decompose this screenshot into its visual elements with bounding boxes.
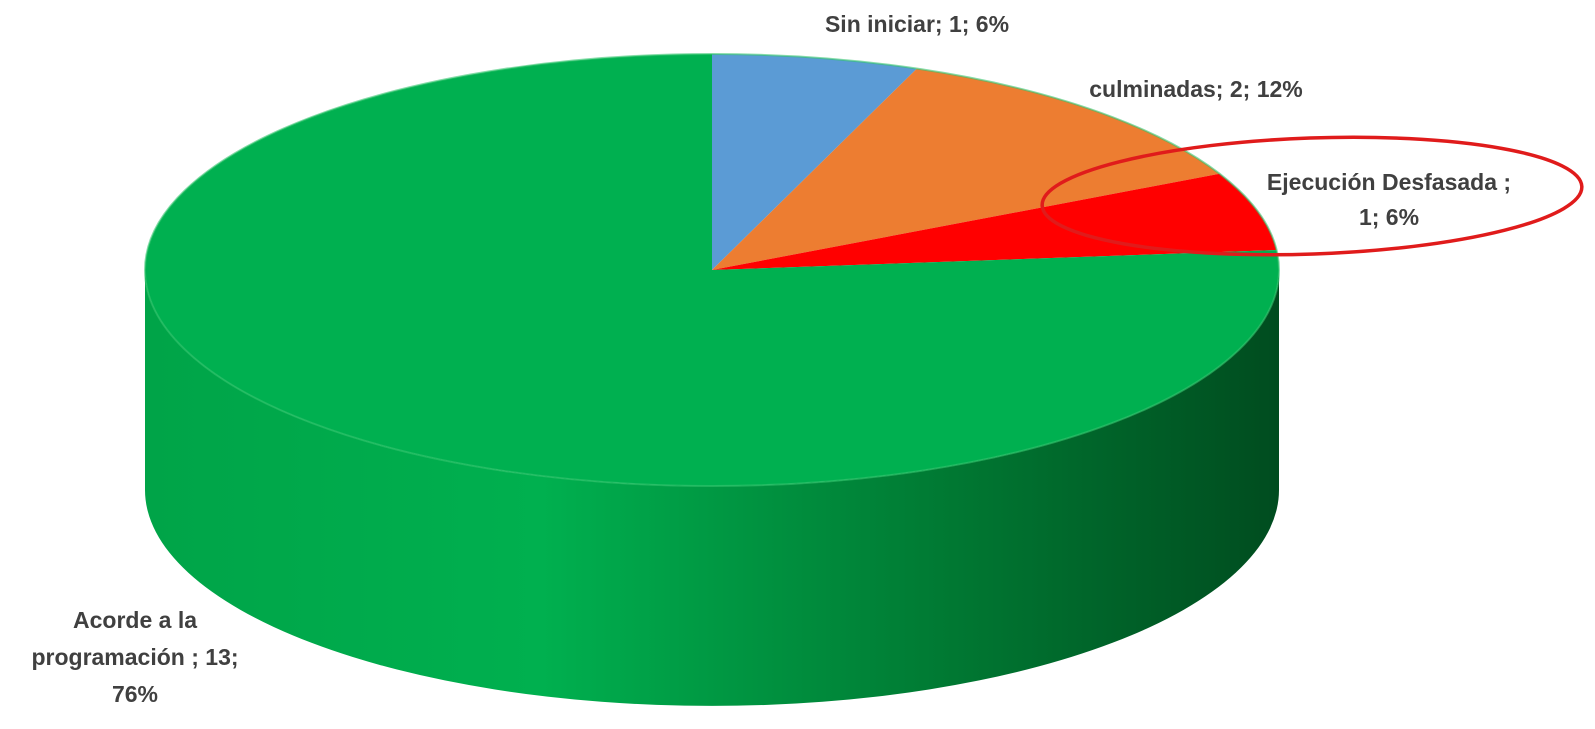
data-label-4-line-2: programación ; 13; (31, 644, 238, 670)
data-label-2-line-1: culminadas; 2; 12% (1089, 76, 1302, 102)
data-label-1-line-1: Sin iniciar; 1; 6% (825, 11, 1009, 37)
data-label-4-line-3: 76% (112, 681, 158, 707)
highlight-ellipse (1040, 135, 1584, 257)
pie-top-rim (144, 53, 1280, 487)
data-label-3-line-1: Ejecución Desfasada ; (1267, 169, 1511, 195)
pie-slice-2 (712, 68, 1220, 270)
pie-slice-1 (712, 54, 917, 270)
pie-side-wall (145, 270, 1279, 706)
pie-slice-4 (144, 54, 1279, 487)
data-label-3-line-2: 1; 6% (1359, 204, 1419, 230)
data-label-4-line-1: Acorde a la (73, 607, 197, 633)
